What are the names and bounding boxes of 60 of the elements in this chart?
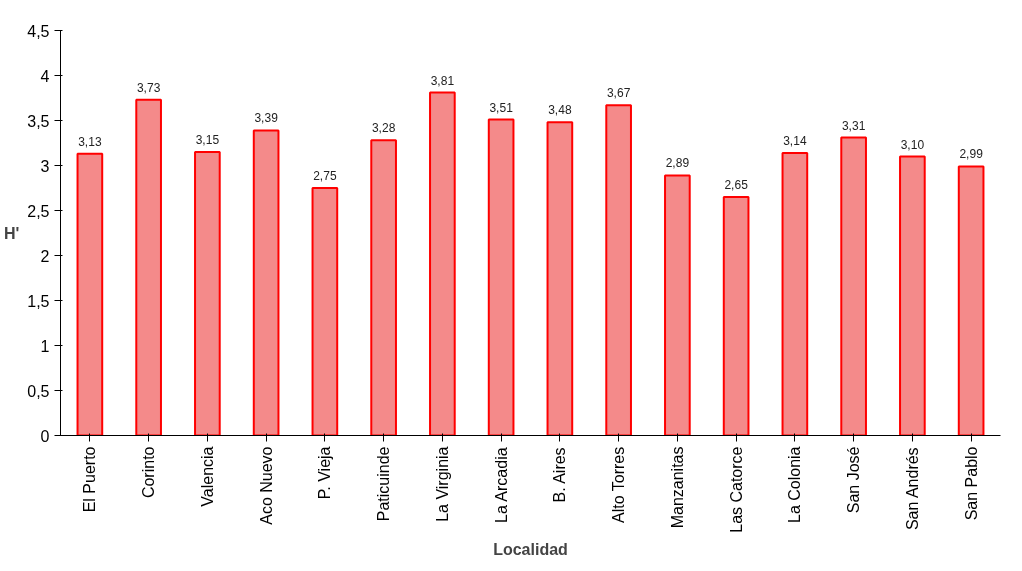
data-label: 3,81 bbox=[430, 73, 455, 88]
x-tick-label: Aco Nuevo bbox=[257, 446, 275, 525]
bar bbox=[194, 151, 221, 436]
y-tick-label: 1,5 bbox=[27, 292, 50, 310]
y-tick-label: 2,5 bbox=[27, 202, 50, 220]
x-tick-label: La Virginia bbox=[433, 446, 451, 522]
bar bbox=[252, 129, 280, 436]
data-label: 2,65 bbox=[724, 178, 749, 192]
x-tick-label: San José bbox=[845, 446, 863, 514]
bar bbox=[781, 151, 809, 436]
bar bbox=[899, 155, 926, 436]
bar bbox=[370, 139, 397, 436]
y-tick-label: 3 bbox=[40, 157, 50, 175]
data-label: 3,15 bbox=[195, 133, 220, 147]
x-tick-label: B. Aires bbox=[551, 447, 569, 503]
bar bbox=[664, 174, 691, 436]
y-tick-label: 1 bbox=[40, 337, 50, 355]
bar bbox=[957, 165, 985, 436]
bar bbox=[605, 104, 632, 436]
x-tick-label: Paticuinde bbox=[375, 446, 393, 522]
y-tick-label: 0 bbox=[40, 427, 50, 445]
data-label: 3,67 bbox=[606, 86, 631, 101]
data-label: 3,31 bbox=[841, 118, 866, 133]
bar bbox=[722, 196, 750, 436]
bar bbox=[546, 121, 574, 436]
y-tick-label: 4 bbox=[40, 67, 50, 85]
data-label: 3,73 bbox=[136, 80, 161, 95]
x-tick-label: Las Catorce bbox=[727, 446, 745, 533]
data-label: 3,51 bbox=[489, 100, 514, 115]
x-tick-label: P. Vieja bbox=[316, 446, 334, 500]
data-label: 3,48 bbox=[548, 103, 572, 118]
y-tick-label: 4,5 bbox=[27, 22, 50, 40]
bar bbox=[429, 91, 456, 436]
data-label: 2,99 bbox=[959, 147, 984, 162]
bar bbox=[76, 152, 104, 436]
y-tick-label: 2 bbox=[40, 247, 50, 265]
x-tick-label: El Puerto bbox=[81, 446, 99, 513]
x-tick-label: Manzanitas bbox=[668, 446, 686, 529]
x-tick-label: Valencia bbox=[198, 446, 216, 507]
data-label: 3,28 bbox=[371, 121, 396, 136]
x-tick-label: Corinto bbox=[140, 446, 158, 499]
y-tick-label: 3,5 bbox=[27, 112, 50, 130]
data-label: 3,39 bbox=[254, 111, 279, 126]
bar bbox=[487, 118, 515, 436]
data-label: 3,10 bbox=[900, 137, 925, 152]
x-tick-label: Alto Torres bbox=[610, 446, 628, 523]
x-tick-label: San Pablo bbox=[962, 446, 980, 521]
data-label: 2,75 bbox=[313, 169, 337, 183]
data-label: 3,13 bbox=[78, 134, 102, 149]
bar bbox=[840, 136, 867, 436]
y-tick-label: 0,5 bbox=[27, 382, 50, 400]
x-axis-title: Localidad bbox=[493, 540, 568, 558]
x-tick-label: La Colonia bbox=[786, 446, 804, 523]
data-label: 2,89 bbox=[665, 156, 690, 171]
y-axis-title: H' bbox=[3, 224, 20, 242]
bar bbox=[135, 98, 162, 436]
x-tick-label: San Andrés bbox=[903, 447, 921, 531]
data-label: 3,14 bbox=[783, 133, 807, 148]
x-tick-label: La Arcadia bbox=[492, 447, 510, 523]
bar bbox=[311, 187, 339, 436]
